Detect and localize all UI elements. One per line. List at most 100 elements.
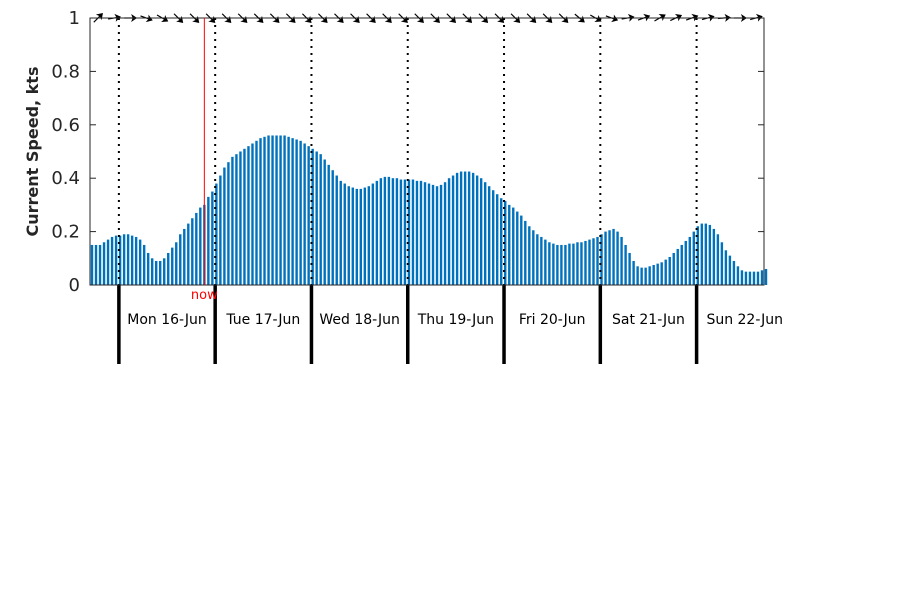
bar [175,242,178,285]
bar [604,231,607,285]
bar [564,244,567,285]
bar [508,204,511,285]
bar [243,148,246,285]
bar [431,184,435,286]
bar [644,267,647,285]
bar [171,247,174,285]
bar [315,151,318,285]
bar [660,262,663,285]
bar [427,183,431,285]
bar [130,235,134,285]
bar [167,252,170,285]
bar [411,179,415,285]
bar [684,240,687,285]
bar [303,143,306,285]
arrow-shaft [189,13,198,22]
bar [716,234,720,285]
bar [516,211,519,285]
bar [271,135,274,285]
arrow-head [577,15,585,23]
arrow-shaft [301,13,310,22]
day-label: Sat 21-Jun [612,312,685,328]
bar [415,180,419,285]
bar [704,223,708,285]
bar [395,178,399,285]
bar [588,239,591,285]
arrow-shaft [173,13,182,22]
bar [443,182,447,285]
bar [544,239,547,285]
bar [672,252,675,285]
arrow-head [611,14,619,23]
bar [536,234,539,285]
bar [399,179,403,285]
bar [355,188,358,285]
arrow-shaft [414,13,423,22]
arrow-head [707,13,715,22]
bar [383,176,387,285]
now-label: now [191,288,218,303]
bar [532,230,535,285]
bar [118,235,122,285]
bars-group [90,135,768,286]
bar [712,228,716,285]
arrow-shaft [269,13,278,22]
bar [94,244,98,285]
bar [435,186,439,285]
bar [548,242,551,285]
y-tick-label: 0 [69,275,80,296]
arrow-shaft [221,13,230,22]
bar [608,230,611,285]
bar [552,243,555,285]
bar [195,212,198,285]
bar [596,236,599,285]
arrow-head [755,13,763,22]
bar [275,135,278,285]
bar [235,154,238,285]
now-marker-group: now [191,18,218,303]
bar [688,236,691,285]
bar [375,180,379,285]
bar [447,178,451,285]
bar [620,236,623,285]
arrow-shaft [205,13,214,22]
bar [740,270,744,285]
arrow-shaft [382,13,391,22]
bar [504,200,507,285]
bar [744,271,748,285]
y-axis-label: Current Speed, kts [23,67,42,237]
bar [584,240,587,285]
bar [512,207,515,285]
arrow-head [658,14,666,21]
bar [191,218,194,285]
bar [114,235,118,285]
bar [279,135,282,285]
arrow-head [691,13,699,22]
arrow-head [674,13,683,22]
bar [576,242,579,285]
bar [319,154,322,285]
bar [207,196,210,285]
bar [471,172,475,285]
bar [756,271,760,285]
day-label: Thu 19-Jun [417,312,494,328]
bar [491,190,495,285]
arrow-head [145,14,153,23]
y-tick-label: 0.8 [51,61,80,82]
bar [459,171,463,285]
bar [263,136,266,285]
bar [572,243,575,285]
bar [540,236,543,285]
bar [327,164,330,285]
arrow-shaft [510,13,519,22]
bar [636,266,639,285]
bar [652,264,655,285]
bar [359,188,363,285]
day-dividers-group [117,18,699,364]
arrow-head [161,15,169,22]
bar [138,239,142,285]
bar [239,151,242,285]
arrow-shaft [285,13,294,22]
arrow-shaft [574,13,583,22]
